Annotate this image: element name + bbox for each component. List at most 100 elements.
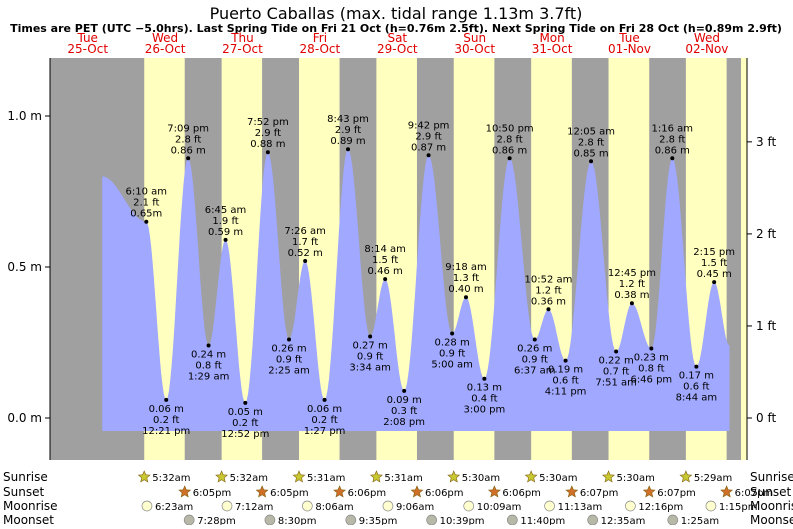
moonset-icon xyxy=(506,514,518,526)
moonrise-row-label-left: Moonrise xyxy=(3,499,58,513)
tide-time-label: 6:45 am xyxy=(205,205,247,216)
low-tide-point xyxy=(450,331,455,336)
high-tide-point xyxy=(223,237,228,242)
high-tide-point xyxy=(265,150,270,155)
day-date-label: 27-Oct xyxy=(222,42,263,56)
low-tide-point xyxy=(482,376,487,381)
tide-time-label: 2:25 am xyxy=(268,365,310,376)
tide-curve xyxy=(102,149,730,431)
moonrise-icon xyxy=(301,500,313,512)
low-tide-point xyxy=(243,400,248,405)
tide-time-label: 10:52 am xyxy=(525,274,573,285)
day-name-label: Mon xyxy=(539,31,564,45)
tide-time-label: 3:34 am xyxy=(349,362,391,373)
tide-height-ft-label: 0.2 ft xyxy=(153,415,179,426)
tide-height-m-label: 0.26 m xyxy=(517,343,552,354)
day-date-label: 01-Nov xyxy=(608,42,651,56)
high-tide-point xyxy=(589,159,594,164)
moonrise-icon xyxy=(141,500,153,512)
sunset-time-label: 6:05pm xyxy=(270,488,309,499)
moonset-icon xyxy=(426,514,437,526)
tide-height-ft-label: 0.9 ft xyxy=(439,348,465,359)
tide-height-m-label: 0.86 m xyxy=(171,145,206,156)
sunrise-icon xyxy=(369,470,383,483)
tide-time-label: 6:46 pm xyxy=(630,375,672,386)
tide-height-ft-label: 1.9 ft xyxy=(212,216,238,227)
high-tide-point xyxy=(463,295,468,300)
moonrise-icon xyxy=(705,500,717,512)
day-name-label: Wed xyxy=(694,31,720,45)
tide-time-label: 7:51 am xyxy=(595,378,637,389)
high-tide-point xyxy=(712,280,717,285)
sunrise-time-label: 5:30am xyxy=(539,473,577,484)
high-tide-point xyxy=(629,301,634,306)
sunrise-time-label: 5:32am xyxy=(152,473,190,484)
sunrise-row-label-left: Sunrise xyxy=(3,470,48,484)
moonrise-row-label-right: Moonrise xyxy=(750,499,793,513)
sunset-time-label: 6:07pm xyxy=(735,488,774,499)
tide-height-m-label: 0.22 m xyxy=(599,356,634,367)
right-axis-tick-label: 0 ft xyxy=(756,411,776,425)
tide-time-label: 1:27 pm xyxy=(304,426,346,437)
tide-time-label: 9:42 pm xyxy=(408,120,450,131)
moonrise-icon xyxy=(221,500,233,512)
high-tide-point xyxy=(144,219,149,224)
right-axis-tick-label: 1 ft xyxy=(756,319,776,333)
sunset-icon xyxy=(720,485,734,498)
tide-height-m-label: 0.86 m xyxy=(655,145,690,156)
moonset-icon xyxy=(667,514,679,526)
high-tide-point xyxy=(546,307,551,312)
daylight-band-edge xyxy=(741,58,747,460)
day-name-label: Fri xyxy=(313,31,327,45)
moonset-icon xyxy=(264,514,276,526)
low-tide-point xyxy=(563,358,568,363)
right-axis-tick-label: 3 ft xyxy=(756,135,776,149)
tide-area xyxy=(102,149,730,431)
high-tide-point xyxy=(426,153,431,158)
tide-height-ft-label: 0.3 ft xyxy=(391,406,417,417)
tide-time-label: 12:52 pm xyxy=(221,429,269,440)
tide-time-label: 9:18 am xyxy=(445,262,487,273)
high-tide-point xyxy=(346,147,351,152)
tide-time-label: 2:15 pm xyxy=(693,247,735,258)
tide-height-m-label: 0.06 m xyxy=(307,404,342,415)
moonset-time-label: 9:35pm xyxy=(359,516,398,525)
moonset-row-label-right: Moonset xyxy=(750,513,793,525)
day-date-label: 25-Oct xyxy=(67,42,108,56)
sunset-icon xyxy=(255,485,269,498)
day-date-label: 28-Oct xyxy=(300,42,341,56)
day-name-label: Sun xyxy=(463,31,486,45)
moonset-time-label: 10:39pm xyxy=(440,516,485,525)
tide-height-ft-label: 0.9 ft xyxy=(357,351,383,362)
sunset-time-label: 6:05pm xyxy=(193,488,232,499)
moonrise-time-label: 6:23am xyxy=(155,502,193,513)
sunrise-icon xyxy=(447,470,461,483)
moonrise-time-label: 8:06am xyxy=(315,502,353,513)
tide-height-m-label: 0.13 m xyxy=(467,383,502,394)
day-date-label: 29-Oct xyxy=(377,42,418,56)
low-tide-point xyxy=(532,337,537,342)
sunrise-row-label-right: Sunrise xyxy=(750,470,793,484)
sunset-icon xyxy=(642,485,656,498)
moonrise-time-label: 9:06am xyxy=(396,502,434,513)
sunrise-icon xyxy=(679,470,693,483)
left-axis-tick-label: 0.0 m xyxy=(7,411,42,425)
tide-height-m-label: 0.59 m xyxy=(208,227,243,238)
chart-title: Puerto Caballas (max. tidal range 1.13m … xyxy=(210,4,583,23)
tide-height-m-label: 0.40 m xyxy=(448,284,483,295)
tide-height-m-label: 0.24 m xyxy=(191,350,226,361)
sunset-time-label: 6:06pm xyxy=(348,488,387,499)
tide-height-m-label: 0.46 m xyxy=(368,266,403,277)
chart-subtitle: Times are PET (UTC −5.0hrs). Last Spring… xyxy=(10,22,782,35)
tide-height-ft-label: 2.1 ft xyxy=(133,198,159,209)
tide-height-ft-label: 1.3 ft xyxy=(453,273,479,284)
tide-height-ft-label: 0.7 ft xyxy=(603,367,629,378)
tide-height-ft-label: 0.9 ft xyxy=(522,354,548,365)
tide-height-m-label: 0.26 m xyxy=(271,343,306,354)
moonset-time-label: 1:25am xyxy=(681,516,719,525)
moonset-time-label: 7:28pm xyxy=(197,516,236,525)
day-date-label: 26-Oct xyxy=(145,42,186,56)
tide-height-ft-label: 0.6 ft xyxy=(552,376,578,387)
tide-height-ft-label: 2.9 ft xyxy=(335,125,361,136)
